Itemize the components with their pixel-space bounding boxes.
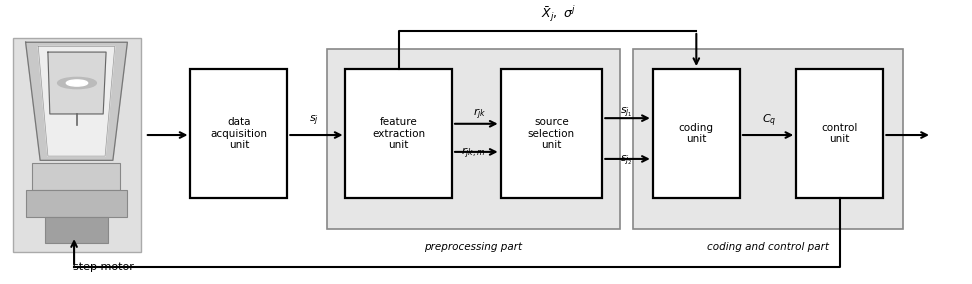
- Text: preprocessing part: preprocessing part: [425, 243, 523, 252]
- Bar: [191, 69, 288, 198]
- Text: $r_{jk,m}$: $r_{jk,m}$: [462, 146, 486, 161]
- Text: $r_{jk}$: $r_{jk}$: [473, 106, 487, 122]
- Bar: [45, 216, 108, 243]
- Bar: [13, 38, 141, 252]
- Polygon shape: [48, 52, 106, 114]
- Text: data
acquisition
unit: data acquisition unit: [210, 117, 267, 150]
- Bar: [345, 69, 452, 198]
- Text: $s_j$: $s_j$: [308, 114, 319, 128]
- Text: $C_q$: $C_q$: [762, 113, 777, 129]
- Text: source
selection
unit: source selection unit: [528, 117, 575, 150]
- Text: control
unit: control unit: [821, 123, 858, 145]
- Bar: [327, 49, 620, 229]
- Polygon shape: [25, 42, 127, 160]
- Bar: [25, 190, 127, 216]
- Circle shape: [57, 78, 96, 89]
- Circle shape: [66, 80, 87, 86]
- Text: $\bar{X}_j,\ \sigma^j$: $\bar{X}_j,\ \sigma^j$: [541, 4, 576, 24]
- Text: coding
unit: coding unit: [678, 123, 713, 145]
- Text: coding and control part: coding and control part: [707, 243, 829, 252]
- Bar: [634, 49, 903, 229]
- Text: $s_{j_1}$: $s_{j_1}$: [620, 105, 633, 120]
- Bar: [32, 163, 120, 190]
- Text: step motor: step motor: [73, 262, 133, 272]
- Text: $s_{j_2}$: $s_{j_2}$: [620, 153, 633, 168]
- Bar: [501, 69, 603, 198]
- Bar: [796, 69, 884, 198]
- Bar: [653, 69, 740, 198]
- Text: feature
extraction
unit: feature extraction unit: [372, 117, 426, 150]
- Polygon shape: [38, 47, 115, 156]
